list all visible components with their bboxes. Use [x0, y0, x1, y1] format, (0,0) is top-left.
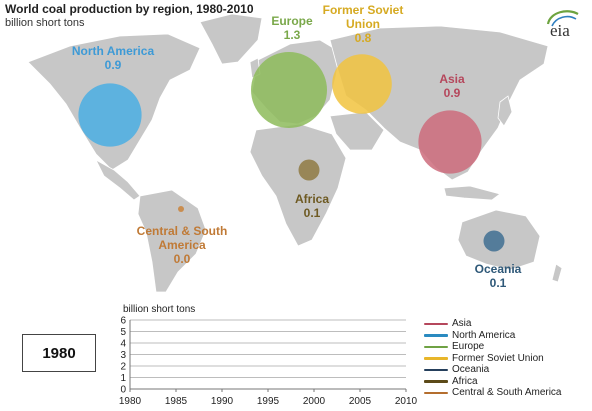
region-name-line2: America [158, 238, 206, 252]
label-csa: Central & South America 0.0 [116, 224, 248, 266]
region-value: 0.0 [173, 252, 191, 266]
bubble-europe [251, 52, 327, 128]
year-display: 1980 [22, 334, 96, 372]
label-asia: Asia 0.9 [412, 72, 492, 100]
legend-item: Former Soviet Union [424, 353, 562, 365]
legend-swatch [424, 391, 448, 394]
legend-swatch [424, 345, 448, 348]
legend-label: Asia [452, 318, 472, 330]
label-north-america: North America 0.9 [58, 44, 168, 72]
legend-item: Oceania [424, 364, 562, 376]
bubble-north-america [78, 83, 142, 147]
legend-label: Former Soviet Union [452, 352, 544, 364]
x-tick-label: 2000 [303, 396, 326, 407]
region-name: Asia [439, 72, 465, 86]
y-tick-label: 0 [120, 385, 126, 396]
x-tick-label: 1985 [165, 396, 188, 407]
x-tick-label: 1995 [257, 396, 280, 407]
y-tick-label: 6 [120, 316, 126, 327]
legend-item: Asia [424, 318, 562, 330]
region-value: 0.9 [443, 86, 461, 100]
x-tick-label: 1980 [119, 396, 142, 407]
bubble-asia [418, 110, 482, 174]
chart-title: World coal production by region, 1980-20… [5, 2, 254, 16]
region-value: 0.1 [489, 276, 507, 290]
world-map [27, 13, 563, 293]
y-tick-label: 2 [120, 362, 126, 373]
y-tick-label: 5 [120, 327, 126, 338]
legend-swatch [424, 368, 448, 371]
region-name: North America [71, 44, 155, 58]
indonesia-shape [443, 185, 501, 201]
label-europe: Europe 1.3 [242, 14, 342, 42]
region-name: Africa [294, 192, 329, 206]
legend-swatch [424, 322, 448, 325]
eia-logo: eia [546, 10, 579, 40]
region-value: 1.3 [283, 28, 301, 42]
region-value: 0.8 [354, 31, 372, 45]
region-name-line1: Former Soviet [322, 3, 404, 17]
legend-item: North America [424, 330, 562, 342]
legend-label: Africa [452, 375, 478, 387]
label-africa: Africa 0.1 [272, 192, 352, 220]
bubble-csa [178, 206, 184, 212]
x-tick-label: 2010 [395, 396, 418, 407]
africa-shape [249, 123, 347, 247]
legend-label: North America [452, 329, 516, 341]
region-value: 0.9 [104, 58, 122, 72]
japan-shape [497, 95, 513, 127]
region-value: 0.1 [303, 206, 321, 220]
central-america-shape [95, 159, 141, 201]
bubble-africa [298, 159, 320, 181]
bubble-fsu [332, 54, 392, 114]
bubble-oceania [483, 230, 505, 252]
legend-label: Oceania [452, 364, 490, 376]
region-name: Oceania [474, 262, 522, 276]
legend-item: Africa [424, 376, 562, 388]
new-zealand-shape [551, 263, 563, 283]
chart-legend: Asia North America Europe Former Soviet Uni… [424, 318, 562, 399]
y-tick-label: 4 [120, 339, 126, 350]
label-oceania: Oceania 0.1 [460, 262, 536, 290]
legend-swatch [424, 357, 448, 360]
logo-text: eia [550, 21, 570, 40]
chart-subtitle: billion short tons [5, 17, 85, 29]
y-axis-label: billion short tons [123, 304, 195, 315]
legend-item: Central & South America [424, 387, 562, 399]
region-name-line2: Union [346, 17, 380, 31]
greenland-shape [199, 13, 263, 65]
label-fsu: Former Soviet Union 0.8 [310, 3, 416, 45]
y-tick-label: 3 [120, 350, 126, 361]
x-tick-label: 2005 [349, 396, 372, 407]
legend-label: Central & South America [452, 387, 562, 399]
legend-label: Europe [452, 341, 485, 353]
region-name-line1: Central & South [136, 224, 228, 238]
x-tick-label: 1990 [211, 396, 234, 407]
y-tick-label: 1 [120, 373, 126, 384]
region-name: Europe [271, 14, 313, 28]
legend-swatch [424, 380, 448, 383]
legend-item: Europe [424, 341, 562, 353]
south-america-shape [137, 189, 207, 293]
legend-swatch [424, 334, 448, 337]
